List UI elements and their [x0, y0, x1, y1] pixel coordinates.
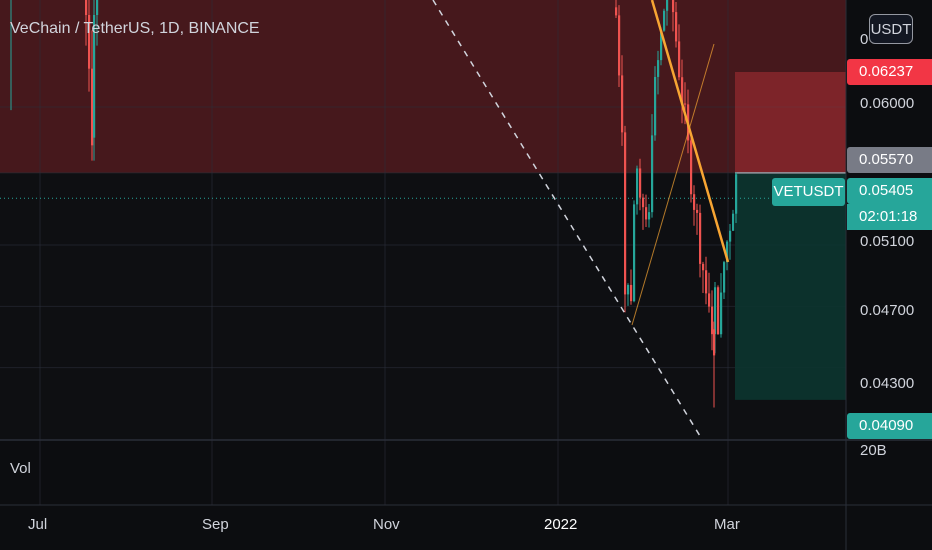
- candle-body-37: [708, 293, 711, 307]
- candle-body-29: [684, 103, 687, 105]
- candle-body-6: [615, 7, 618, 16]
- candle-body-20: [657, 60, 660, 77]
- candle-body-8: [621, 75, 624, 133]
- candle-body-42: [723, 262, 726, 293]
- stop-price-tag: 0.04090: [847, 413, 932, 439]
- candle-body-32: [693, 194, 696, 210]
- candle-body-34: [699, 212, 702, 264]
- candle-body-33: [696, 209, 699, 213]
- candle-body-23: [666, 0, 669, 11]
- y-tick-0-06000: 0.06000: [860, 95, 915, 112]
- candle-body-39: [714, 287, 717, 335]
- chart-title: VeChain / TetherUS, 1D, BINANCE: [10, 20, 260, 37]
- candle-body-19: [654, 76, 657, 136]
- candle-body-4: [93, 15, 96, 138]
- candle-body-15: [642, 197, 645, 208]
- candle-body-11: [630, 284, 633, 302]
- candle-body-16: [645, 207, 648, 220]
- candle-body-9: [624, 132, 627, 295]
- candle-body-35: [702, 263, 705, 271]
- target-price-tag: 0.06237: [847, 59, 932, 85]
- candle-body-13: [636, 168, 639, 205]
- volume-label: Vol: [10, 460, 31, 477]
- position-target-box: [735, 172, 846, 400]
- orange-trendline: [650, 0, 730, 263]
- volume-tick: 20B: [860, 442, 887, 459]
- candle-body-38: [711, 306, 714, 335]
- countdown-tag: 02:01:18: [847, 204, 932, 230]
- candle-body-2: [88, 15, 91, 69]
- x-tick-jul: Jul: [28, 516, 48, 533]
- candle-body-31: [690, 140, 693, 195]
- position-stop-box: [735, 72, 846, 173]
- candle-body-14: [639, 168, 642, 198]
- candle-body-7: [618, 15, 621, 76]
- candle-body-44: [729, 230, 732, 242]
- candle-body-45: [732, 213, 735, 231]
- candle-body-10: [627, 284, 630, 295]
- candle-body-41: [720, 292, 723, 335]
- entry-price-tag: 0.05570: [847, 147, 932, 173]
- y-tick-0-04300: 0.04300: [860, 375, 915, 392]
- candle-body-43: [726, 241, 729, 263]
- dashed-trendline: [432, 0, 701, 437]
- current-price-tag: 0.05405: [847, 178, 932, 204]
- candle-body-5: [96, 0, 99, 15]
- candle-body-22: [663, 10, 666, 31]
- y-tick-0-05100: 0.05100: [860, 233, 915, 250]
- candle-body-36: [705, 270, 708, 294]
- candle-body-1: [85, 0, 88, 15]
- candle-body-46: [735, 174, 738, 214]
- y-tick-0-04700: 0.04700: [860, 302, 915, 319]
- candle-body-26: [675, 12, 678, 42]
- candle-body-3: [91, 68, 94, 146]
- candle-body-28: [681, 77, 684, 104]
- risk-zone: [0, 0, 846, 173]
- symbol-tag: VETUSDT: [772, 178, 845, 206]
- x-tick-2022: 2022: [544, 516, 578, 533]
- candle-body-27: [678, 41, 681, 78]
- candle-body-17: [648, 212, 651, 220]
- x-tick-mar: Mar: [714, 516, 740, 533]
- currency-button[interactable]: USDT: [869, 14, 913, 44]
- candle-body-18: [651, 135, 654, 213]
- candle-body-12: [633, 204, 636, 302]
- y-tick-partial: 0: [860, 31, 869, 48]
- candle-body-40: [717, 287, 720, 335]
- x-tick-sep: Sep: [202, 516, 229, 533]
- candle-body-25: [672, 0, 675, 13]
- candle-body-47: [713, 329, 716, 356]
- x-tick-nov: Nov: [373, 516, 400, 533]
- thin-trendline: [631, 43, 715, 326]
- candle-body-21: [660, 30, 663, 61]
